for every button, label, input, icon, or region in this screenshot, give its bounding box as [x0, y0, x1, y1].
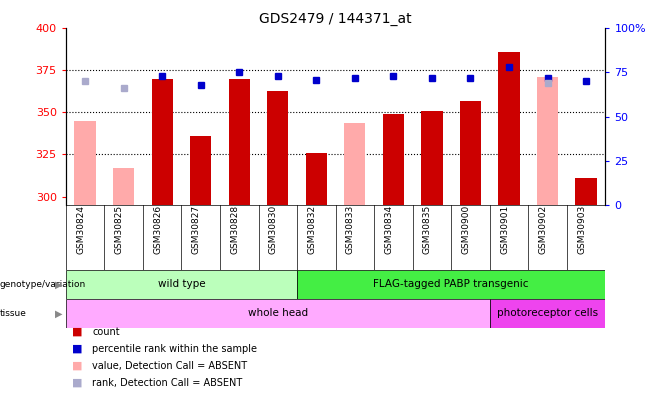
- Text: GSM30834: GSM30834: [384, 205, 393, 254]
- Text: value, Detection Call = ABSENT: value, Detection Call = ABSENT: [92, 361, 247, 371]
- Text: ■: ■: [72, 361, 83, 371]
- Text: GSM30828: GSM30828: [230, 205, 240, 254]
- Bar: [537, 77, 558, 205]
- Text: whole head: whole head: [247, 309, 308, 318]
- Bar: [306, 153, 327, 205]
- Title: GDS2479 / 144371_at: GDS2479 / 144371_at: [259, 12, 412, 26]
- Bar: [383, 114, 404, 205]
- Text: ■: ■: [72, 327, 83, 337]
- Text: GSM30835: GSM30835: [423, 205, 432, 254]
- Bar: [297, 270, 605, 299]
- Bar: [66, 299, 490, 328]
- Text: GSM30825: GSM30825: [114, 205, 124, 254]
- Text: GSM30903: GSM30903: [577, 205, 586, 254]
- Text: count: count: [92, 327, 120, 337]
- Text: GSM30830: GSM30830: [268, 205, 278, 254]
- Text: GSM30901: GSM30901: [500, 205, 509, 254]
- Bar: [460, 101, 481, 205]
- Text: genotype/variation: genotype/variation: [0, 280, 86, 289]
- Bar: [576, 178, 597, 205]
- Text: wild type: wild type: [158, 279, 205, 289]
- Bar: [66, 270, 297, 299]
- Text: ■: ■: [72, 344, 83, 354]
- Text: GSM30832: GSM30832: [307, 205, 316, 254]
- Bar: [490, 299, 605, 328]
- Text: GSM30900: GSM30900: [461, 205, 470, 254]
- Text: tissue: tissue: [0, 309, 27, 318]
- Bar: [344, 123, 365, 205]
- Bar: [228, 79, 250, 205]
- Text: GSM30827: GSM30827: [191, 205, 201, 254]
- Bar: [151, 79, 173, 205]
- Bar: [267, 91, 288, 205]
- Bar: [113, 168, 134, 205]
- Text: rank, Detection Call = ABSENT: rank, Detection Call = ABSENT: [92, 378, 242, 388]
- Text: GSM30824: GSM30824: [76, 205, 85, 254]
- Text: ▶: ▶: [55, 279, 63, 289]
- Bar: [421, 111, 443, 205]
- Text: GSM30833: GSM30833: [346, 205, 355, 254]
- Text: percentile rank within the sample: percentile rank within the sample: [92, 344, 257, 354]
- Text: photoreceptor cells: photoreceptor cells: [497, 309, 598, 318]
- Bar: [190, 136, 211, 205]
- Text: ■: ■: [72, 378, 83, 388]
- Text: GSM30826: GSM30826: [153, 205, 162, 254]
- Text: FLAG-tagged PABP transgenic: FLAG-tagged PABP transgenic: [374, 279, 529, 289]
- Bar: [74, 121, 95, 205]
- Text: GSM30902: GSM30902: [538, 205, 547, 254]
- Text: ▶: ▶: [55, 309, 63, 318]
- Bar: [498, 52, 520, 205]
